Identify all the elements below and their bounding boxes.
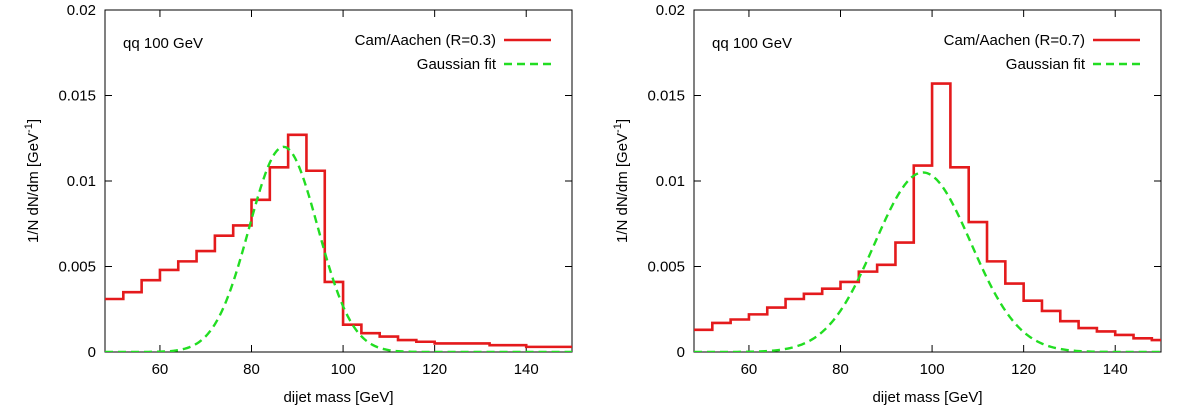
legend-label: Cam/Aachen (R=0.3) [355,32,496,49]
x-tick-label: 80 [243,361,260,378]
histogram-series [694,82,1161,342]
plot-frame [693,9,1162,353]
y-axis-label: 1/N dN/dm [GeV-1] [612,119,631,243]
legend-label: Gaussian fit [417,56,497,73]
x-tick-label: 120 [1011,361,1036,378]
y-tick-label: 0.02 [67,2,96,19]
gaussian-fit-curve [694,171,1161,352]
y-tick-label: 0.01 [656,173,685,190]
y-tick-label: 0.005 [647,259,685,276]
y-tick-label: 0.02 [656,2,685,19]
legend-label: Gaussian fit [1006,56,1086,73]
y-axis-label-close: ] [25,119,42,123]
chart-right: 60 80 100 120 140 0 0.005 0.01 0.015 0.02 dijet ma… [612,2,1162,406]
y-axis-label-main: 1/N dN/dm [GeV [614,133,631,243]
y-tick-label: 0.015 [58,88,96,105]
x-tick-label: 100 [331,361,356,378]
y-axis-label: 1/N dN/dm [GeV-1] [23,119,42,243]
gaussian-fit-curve [105,145,572,352]
x-tick-label: 120 [422,361,447,378]
plot-area [694,82,1161,352]
plot-frame [104,9,573,353]
y-axis-label-superscript: -1 [23,123,35,133]
annotation-label: qq 100 GeV [712,35,792,52]
y-axis-label-superscript: -1 [612,123,624,133]
y-axis-label-main: 1/N dN/dm [GeV [25,133,42,243]
chart-left: 60 80 100 120 140 0 0.005 0.01 0.015 0.02 dijet ma… [23,2,573,406]
x-tick-label: 140 [514,361,539,378]
x-tick-label: 60 [741,361,758,378]
y-tick-label: 0 [677,344,685,361]
x-tick-label: 60 [152,361,169,378]
plot-area [105,133,572,352]
annotation-label: qq 100 GeV [123,35,203,52]
histogram-series [105,133,572,349]
legend-label: Cam/Aachen (R=0.7) [944,32,1085,49]
y-tick-label: 0.015 [647,88,685,105]
y-tick-label: 0.005 [58,259,96,276]
x-tick-label: 80 [832,361,849,378]
x-tick-label: 140 [1103,361,1128,378]
x-tick-label: 100 [920,361,945,378]
y-tick-label: 0.01 [67,173,96,190]
y-axis-label-close: ] [614,119,631,123]
x-axis-label: dijet mass [GeV] [872,389,982,406]
y-tick-label: 0 [88,344,96,361]
x-axis-label: dijet mass [GeV] [283,389,393,406]
